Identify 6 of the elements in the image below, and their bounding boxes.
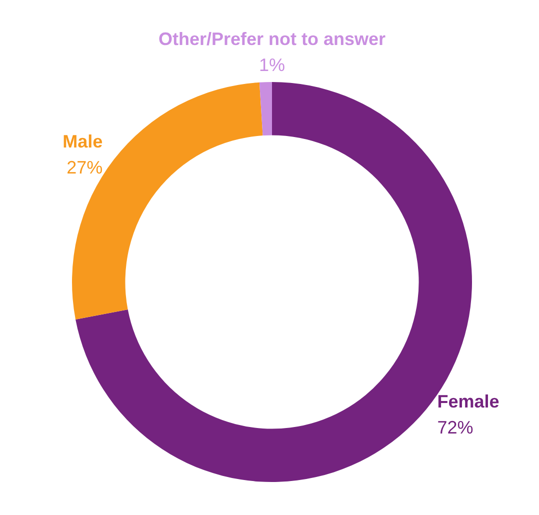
data-label: 27%: [66, 158, 103, 178]
data-label: 1%: [258, 55, 286, 75]
data-label: 72%: [437, 418, 474, 438]
slice-label: Female: [437, 392, 500, 412]
slice-label: Male: [62, 132, 103, 152]
slice-label: Other/Prefer not to answer: [158, 29, 386, 49]
